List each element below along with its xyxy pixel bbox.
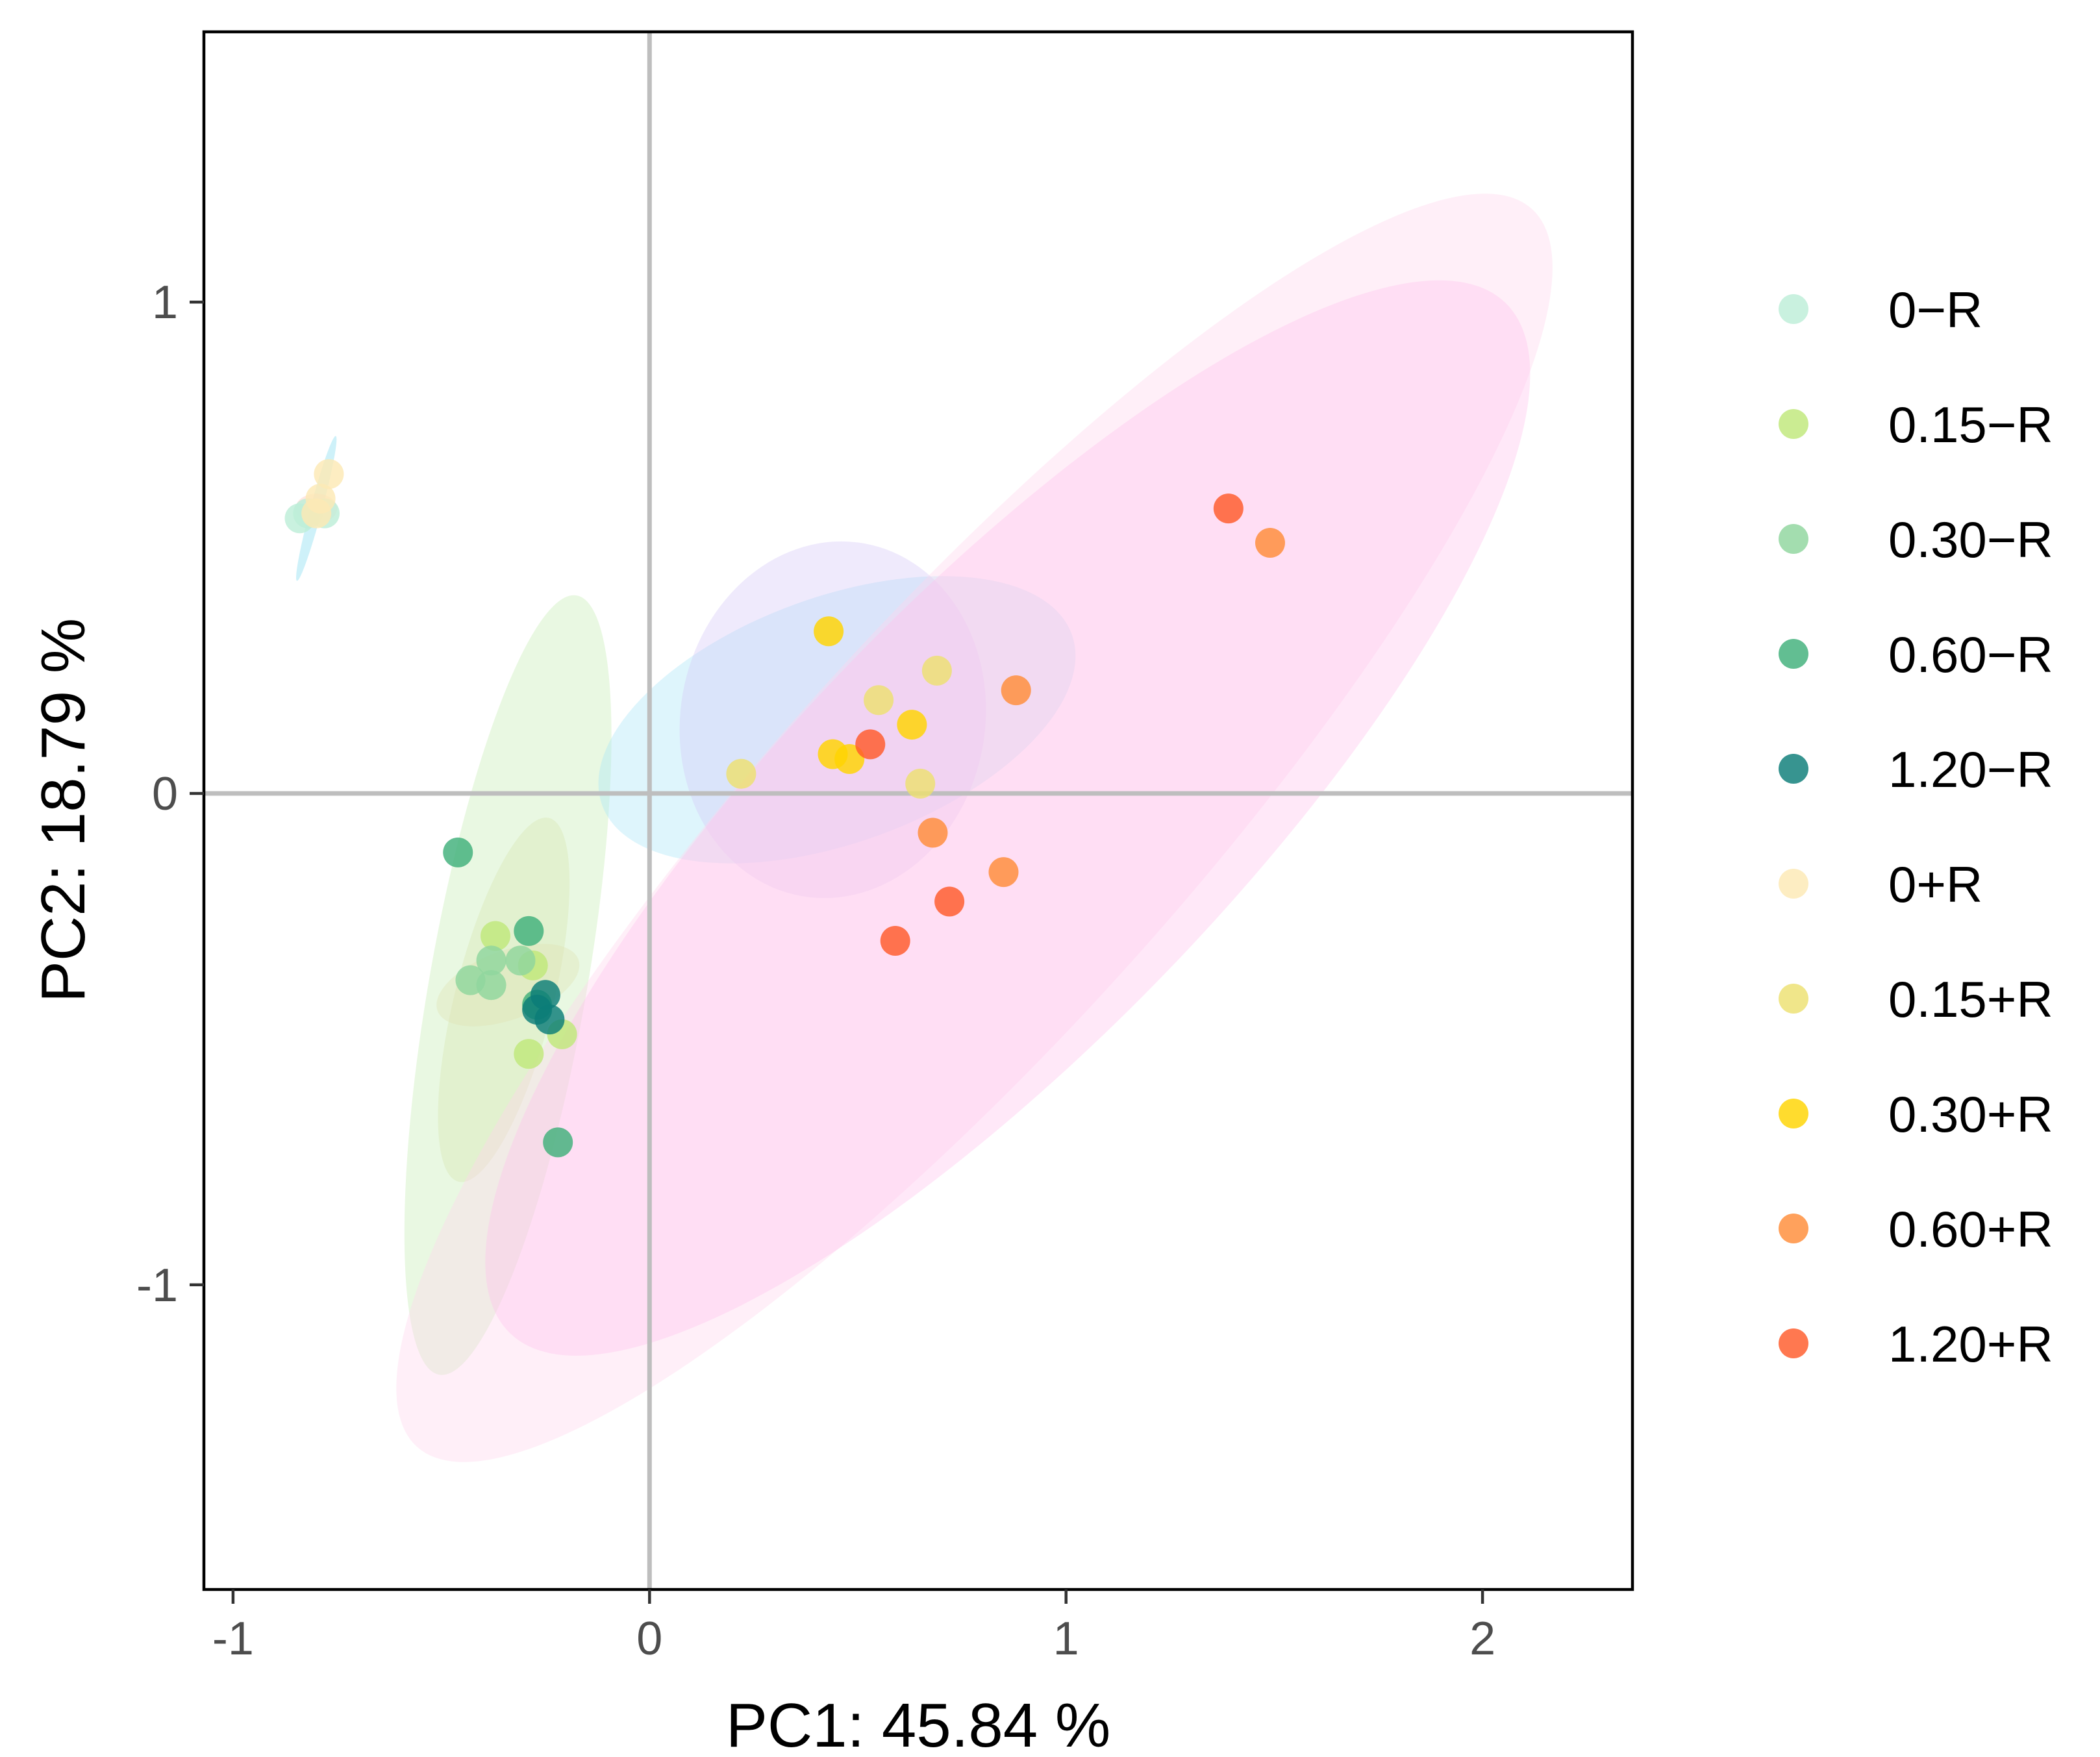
ellipse-0-30-r	[438, 817, 570, 1182]
data-points	[284, 459, 1285, 1158]
point-0-15-r-2	[921, 655, 952, 686]
legend-item-1-20-r: 1.20−R	[1779, 741, 2053, 798]
legend-label: 0.30−R	[1888, 511, 2053, 568]
legend-item-0-30-r: 0.30−R	[1779, 511, 2053, 568]
legend-key-0-30-r	[1779, 1099, 1808, 1128]
point-0-30-r-3	[834, 744, 865, 775]
x-tick-label: 2	[1469, 1613, 1495, 1665]
point-0-30-r-1	[814, 616, 844, 647]
y-tick-label: 0	[152, 768, 178, 820]
legend-item-0-r: 0−R	[1779, 281, 1982, 338]
legend-label: 0.60−R	[1888, 626, 2053, 683]
legend-key-0-60-r	[1779, 639, 1808, 669]
y-tick-label: 1	[152, 277, 178, 329]
legend-item-0-15-r: 0.15−R	[1779, 396, 2053, 453]
x-tick-label: 1	[1053, 1613, 1079, 1665]
legend-key-0-30-r	[1779, 524, 1808, 554]
point-0-r-3	[314, 459, 344, 490]
legend-key-1-20-r	[1779, 1328, 1808, 1358]
legend-label: 0+R	[1888, 856, 1982, 913]
point-1-20-r-4	[855, 729, 886, 760]
legend-key-0-60-r	[1779, 1214, 1808, 1243]
x-tick-label: 0	[636, 1613, 662, 1665]
legend-label: 1.20−R	[1888, 741, 2053, 798]
point-1-20-r-2	[934, 886, 965, 917]
legend-key-0-r	[1779, 294, 1808, 324]
legend-key-0-r	[1779, 869, 1808, 899]
legend-key-0-15-r	[1779, 409, 1808, 439]
point-1-20-r-3	[880, 926, 910, 956]
point-0-30-r-3	[476, 970, 506, 1001]
point-0-60-r-4	[543, 1127, 573, 1158]
point-0-15-r-4	[905, 768, 936, 799]
point-0-30-r-4	[505, 945, 536, 976]
legend-item-0-60-r: 0.60+R	[1779, 1201, 2053, 1258]
ellipse-0-30-r	[679, 541, 986, 899]
x-axis-ticks: -1 0 1 2	[212, 1589, 1495, 1665]
point-1-20-r-1	[1213, 493, 1244, 524]
point-1-20-r-3	[522, 994, 553, 1025]
ellipse-0-60-r	[396, 193, 1553, 1462]
legend-item-1-20-r: 1.20+R	[1779, 1315, 2053, 1373]
legend: 0−R 0.15−R 0.30−R 0.60−R 1.20−R 0+R 0.15+R 0.30…	[1779, 281, 2053, 1373]
point-0-60-r-1	[443, 837, 473, 867]
point-0-r-2	[305, 483, 336, 514]
legend-item-0-r: 0+R	[1779, 856, 1982, 913]
point-0-60-r-4	[918, 817, 948, 848]
point-0-30-r-4	[897, 710, 927, 740]
point-0-15-r-3	[514, 1039, 544, 1069]
point-0-60-r-1	[1255, 528, 1285, 558]
y-axis-ticks: -1 0 1	[136, 277, 204, 1312]
legend-item-0-15-r: 0.15+R	[1779, 971, 2053, 1028]
legend-label: 1.20+R	[1888, 1315, 2053, 1373]
x-axis-title: PC1: 45.84 %	[726, 1691, 1110, 1757]
legend-key-0-15-r	[1779, 984, 1808, 1014]
legend-label: 0.15−R	[1888, 396, 2053, 453]
legend-key-1-20-r	[1779, 754, 1808, 784]
point-0-15-r-1	[726, 758, 756, 789]
x-tick-label: -1	[212, 1613, 254, 1665]
y-axis-title: PC2: 18.79 %	[29, 618, 98, 1003]
point-0-60-r-3	[988, 857, 1019, 888]
point-0-30-r-2	[476, 945, 506, 976]
point-0-60-r-2	[514, 916, 544, 946]
legend-label: 0−R	[1888, 281, 1982, 338]
legend-label: 0.60+R	[1888, 1201, 2053, 1258]
legend-item-0-60-r: 0.60−R	[1779, 626, 2053, 683]
point-0-15-r-1	[480, 921, 510, 951]
legend-label: 0.30+R	[1888, 1086, 2053, 1143]
plot-panel-border	[202, 30, 1634, 1591]
point-0-15-r-3	[864, 685, 894, 716]
legend-item-0-30-r: 0.30+R	[1779, 1086, 2053, 1143]
legend-label: 0.15+R	[1888, 971, 2053, 1028]
ellipse-0-15-r	[404, 595, 612, 1375]
point-0-60-r-2	[1001, 675, 1031, 706]
y-tick-label: -1	[136, 1260, 178, 1312]
